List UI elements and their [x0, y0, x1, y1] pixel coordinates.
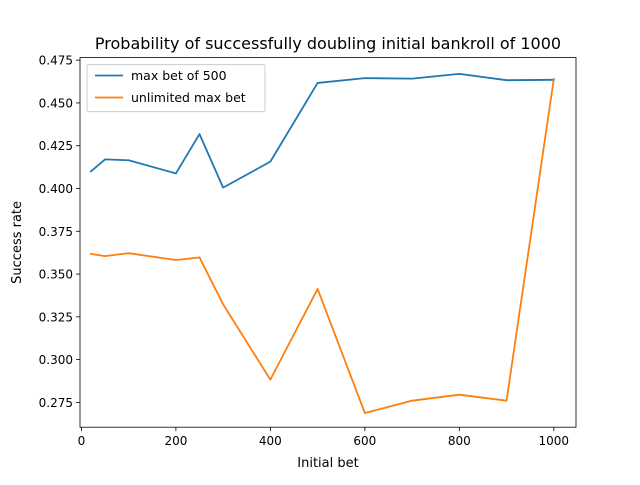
series-line-max-bet-500 [89, 72, 555, 189]
legend-label-unlimited: unlimited max bet [131, 90, 246, 105]
y-tick-label: 0.475 [39, 54, 73, 68]
y-tick-label: 0.450 [39, 96, 73, 110]
x-tick-label: 600 [353, 434, 376, 448]
y-tick-label: 0.325 [39, 310, 73, 324]
plot-frame [79, 57, 577, 428]
x-tick-label: 400 [259, 434, 282, 448]
y-tick-label: 0.425 [39, 139, 73, 153]
series-layer [89, 72, 555, 414]
legend-box [86, 64, 266, 113]
x-axis: 0 200 400 600 800 1000 [78, 427, 569, 448]
y-tick-label: 0.375 [39, 225, 73, 239]
x-tick-label: 800 [448, 434, 471, 448]
y-axis-label: Success rate [10, 201, 25, 284]
legend-label-max-bet-500: max bet of 500 [131, 68, 227, 83]
x-tick-label: 1000 [539, 434, 570, 448]
x-axis-label: Initial bet [297, 456, 358, 471]
series-line-unlimited-max-bet [89, 77, 555, 414]
chart-title: Probability of successfully doubling ini… [95, 34, 561, 53]
y-tick-label: 0.400 [39, 182, 73, 196]
x-tick-label: 0 [78, 434, 86, 448]
y-axis: 0.275 0.300 0.325 0.350 0.375 0.400 0.425 0.450… [39, 54, 80, 410]
x-tick-label: 200 [164, 434, 187, 448]
y-tick-label: 0.275 [39, 396, 73, 410]
y-tick-label: 0.300 [39, 353, 73, 367]
y-tick-label: 0.350 [39, 268, 73, 282]
legend: max bet of 500 unlimited max bet [86, 64, 266, 113]
